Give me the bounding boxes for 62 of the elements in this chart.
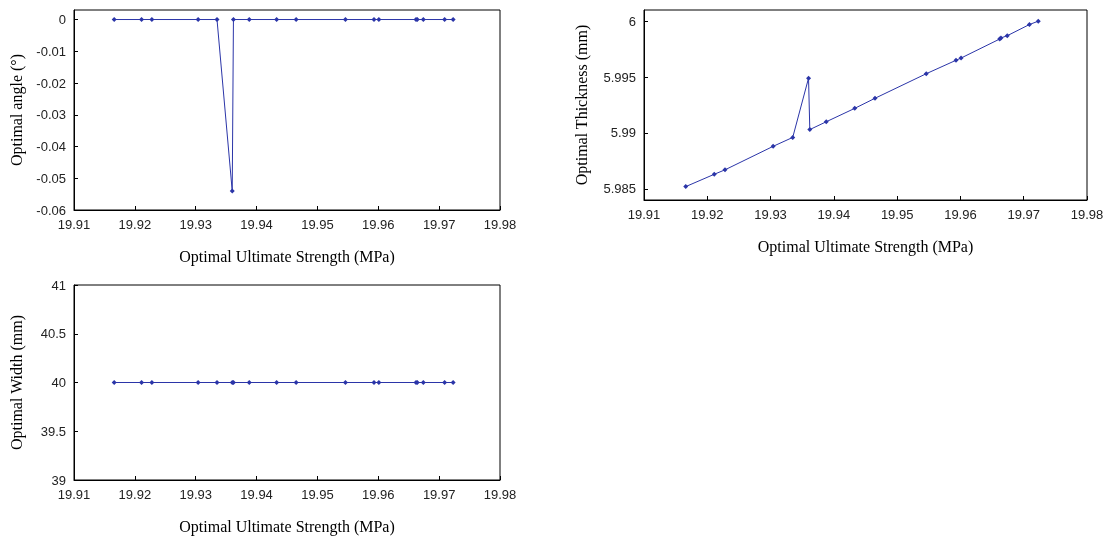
x-tick-label: 19.93 bbox=[754, 207, 787, 222]
x-tick-label: 19.91 bbox=[57, 217, 91, 232]
y-tick-label: 39.5 bbox=[40, 423, 66, 439]
x-tick-label: 19.94 bbox=[240, 217, 273, 232]
x-tick-label: 19.98 bbox=[483, 217, 517, 232]
x-tick-label: 19.96 bbox=[362, 487, 395, 502]
x-axis-title: Optimal Ultimate Strength (MPa) bbox=[179, 517, 395, 536]
point bbox=[683, 184, 689, 190]
y-tick-label: 40.5 bbox=[40, 326, 66, 342]
x-tick-label: 19.96 bbox=[944, 207, 977, 222]
point bbox=[923, 71, 929, 77]
y-tick-label: -0.05 bbox=[36, 170, 66, 186]
point bbox=[1004, 33, 1010, 39]
point bbox=[953, 57, 959, 63]
point bbox=[790, 134, 796, 140]
x-tick-label: 19.95 bbox=[301, 217, 334, 232]
point bbox=[872, 95, 878, 101]
point bbox=[852, 105, 858, 111]
x-tick-label: 19.93 bbox=[179, 487, 212, 502]
x-tick-label: 19.92 bbox=[691, 207, 724, 222]
y-tick-label: -0.01 bbox=[36, 43, 66, 59]
point bbox=[1026, 22, 1032, 28]
x-axis-title: Optimal Ultimate Strength (MPa) bbox=[179, 247, 395, 266]
x-tick-label: 19.92 bbox=[118, 487, 152, 502]
x-tick-label: 19.93 bbox=[179, 217, 212, 232]
point bbox=[1035, 18, 1041, 24]
y-tick-label: 5.995 bbox=[603, 69, 636, 85]
x-tick-label: 19.96 bbox=[362, 217, 395, 232]
y-tick-label: 0 bbox=[58, 12, 66, 28]
x-axis-title: Optimal Ultimate Strength (MPa) bbox=[757, 237, 974, 256]
y-axis-title: Optimal angle (°) bbox=[7, 53, 26, 167]
x-tick-label: 19.94 bbox=[240, 487, 273, 502]
y-tick-label: -0.04 bbox=[36, 139, 66, 155]
x-tick-label: 19.97 bbox=[1007, 207, 1040, 222]
y-axis-title: Optimal Width (mm) bbox=[7, 314, 26, 451]
x-tick-label: 19.98 bbox=[483, 487, 517, 502]
y-tick-label: 39 bbox=[51, 472, 66, 488]
point bbox=[711, 171, 717, 177]
x-tick-label: 19.92 bbox=[118, 217, 152, 232]
point bbox=[958, 55, 964, 61]
x-tick-label: 19.98 bbox=[1070, 207, 1104, 222]
x-tick-label: 19.95 bbox=[301, 487, 334, 502]
y-tick-label: -0.02 bbox=[36, 75, 66, 91]
x-tick-label: 19.91 bbox=[57, 487, 91, 502]
x-tick-label: 19.97 bbox=[422, 217, 456, 232]
y-tick-label: -0.06 bbox=[36, 202, 66, 218]
x-tick-label: 19.97 bbox=[422, 487, 456, 502]
point bbox=[770, 143, 776, 149]
point bbox=[807, 127, 813, 133]
y-tick-label: 40 bbox=[51, 375, 66, 390]
y-tick-label: 5.99 bbox=[610, 125, 636, 141]
y-tick-label: 41 bbox=[51, 277, 66, 293]
y-tick-label: -0.03 bbox=[36, 107, 66, 123]
point bbox=[722, 167, 728, 173]
x-tick-label: 19.94 bbox=[817, 207, 851, 222]
x-tick-label: 19.95 bbox=[880, 207, 914, 222]
point bbox=[806, 75, 812, 81]
y-axis-title: Optimal Thickness (mm) bbox=[572, 24, 591, 186]
x-tick-label: 19.91 bbox=[627, 207, 661, 222]
y-tick-label: 6 bbox=[628, 13, 636, 29]
y-tick-label: 5.985 bbox=[603, 181, 636, 197]
point bbox=[823, 119, 829, 125]
